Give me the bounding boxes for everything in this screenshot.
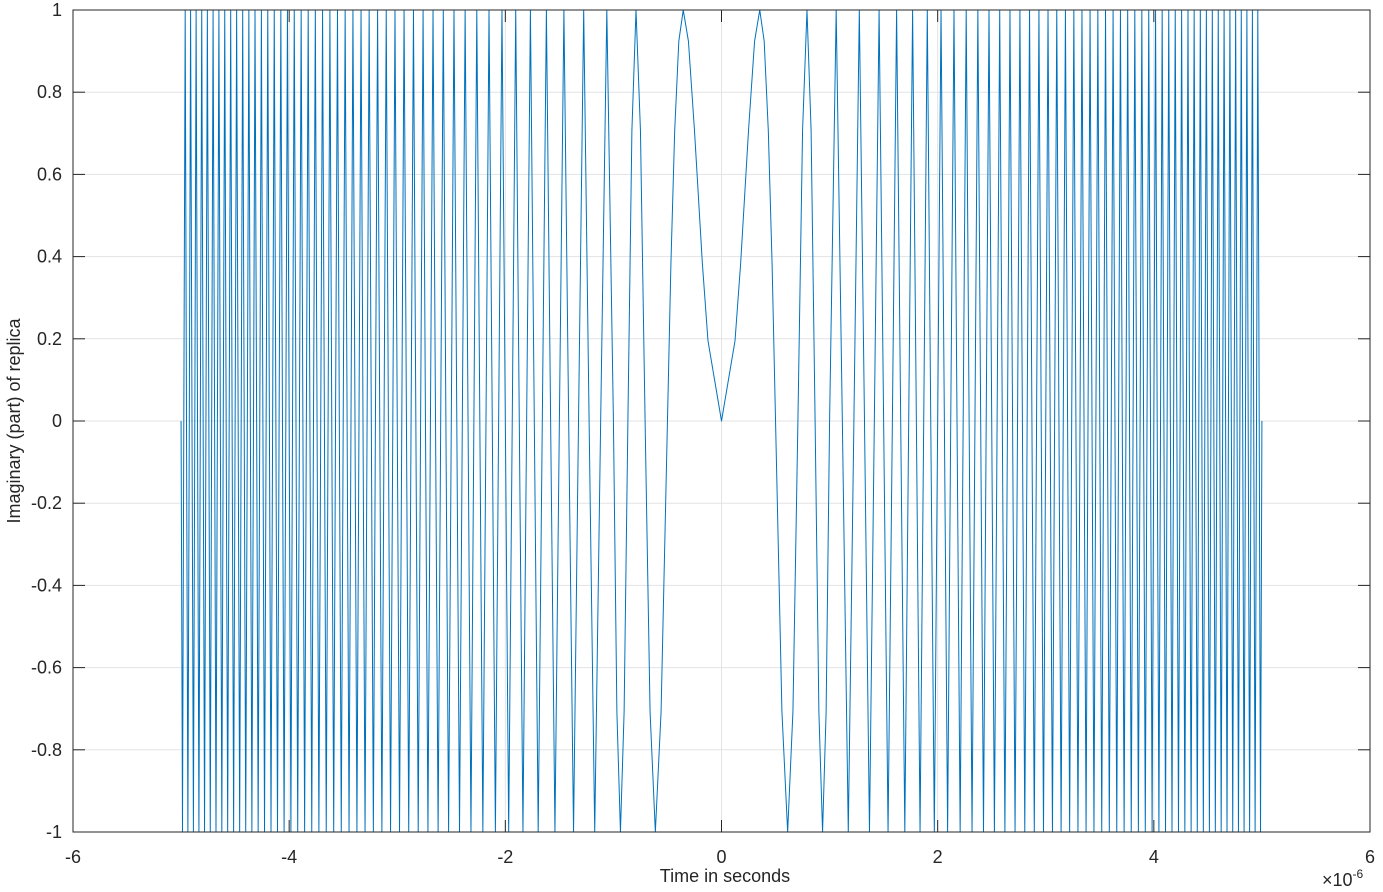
y-tick-label: 0.6 [37,164,62,184]
x-tick-label: -2 [497,847,513,867]
y-tick-label: 0 [52,411,62,431]
x-axis-label: Time in seconds [660,866,790,886]
x-exponent: ×10-6 [1322,867,1364,890]
x-exponent-power: -6 [1353,867,1364,881]
axes-box [72,9,1371,833]
y-tick-label: 0.4 [37,247,62,267]
y-tick-label: 0.2 [37,329,62,349]
x-tick-label: 6 [1365,847,1375,867]
y-tick-label: -1 [46,822,62,842]
x-tick-label: -4 [281,847,297,867]
x-tick-label: 4 [1149,847,1159,867]
y-tick-label: 0.8 [37,82,62,102]
y-tick-label: -0.6 [31,658,62,678]
x-tick-label: 2 [933,847,943,867]
x-tick-label: -6 [65,847,81,867]
axes: -6 -4 -2 0 2 4 6 -1 -0.8 -0.6 -0.4 -0.2 0 0.2 0.4 0.6 0.… [31,0,1375,867]
y-tick-label: -0.4 [31,575,62,595]
y-tick-label: -0.2 [31,493,62,513]
y-tick-label: -0.8 [31,740,62,760]
x-exponent-base: ×10 [1322,870,1353,890]
y-axis-label: Imaginary (part) of replica [4,317,24,523]
x-tick-label: 0 [716,847,726,867]
y-tick-label: 1 [52,0,62,20]
